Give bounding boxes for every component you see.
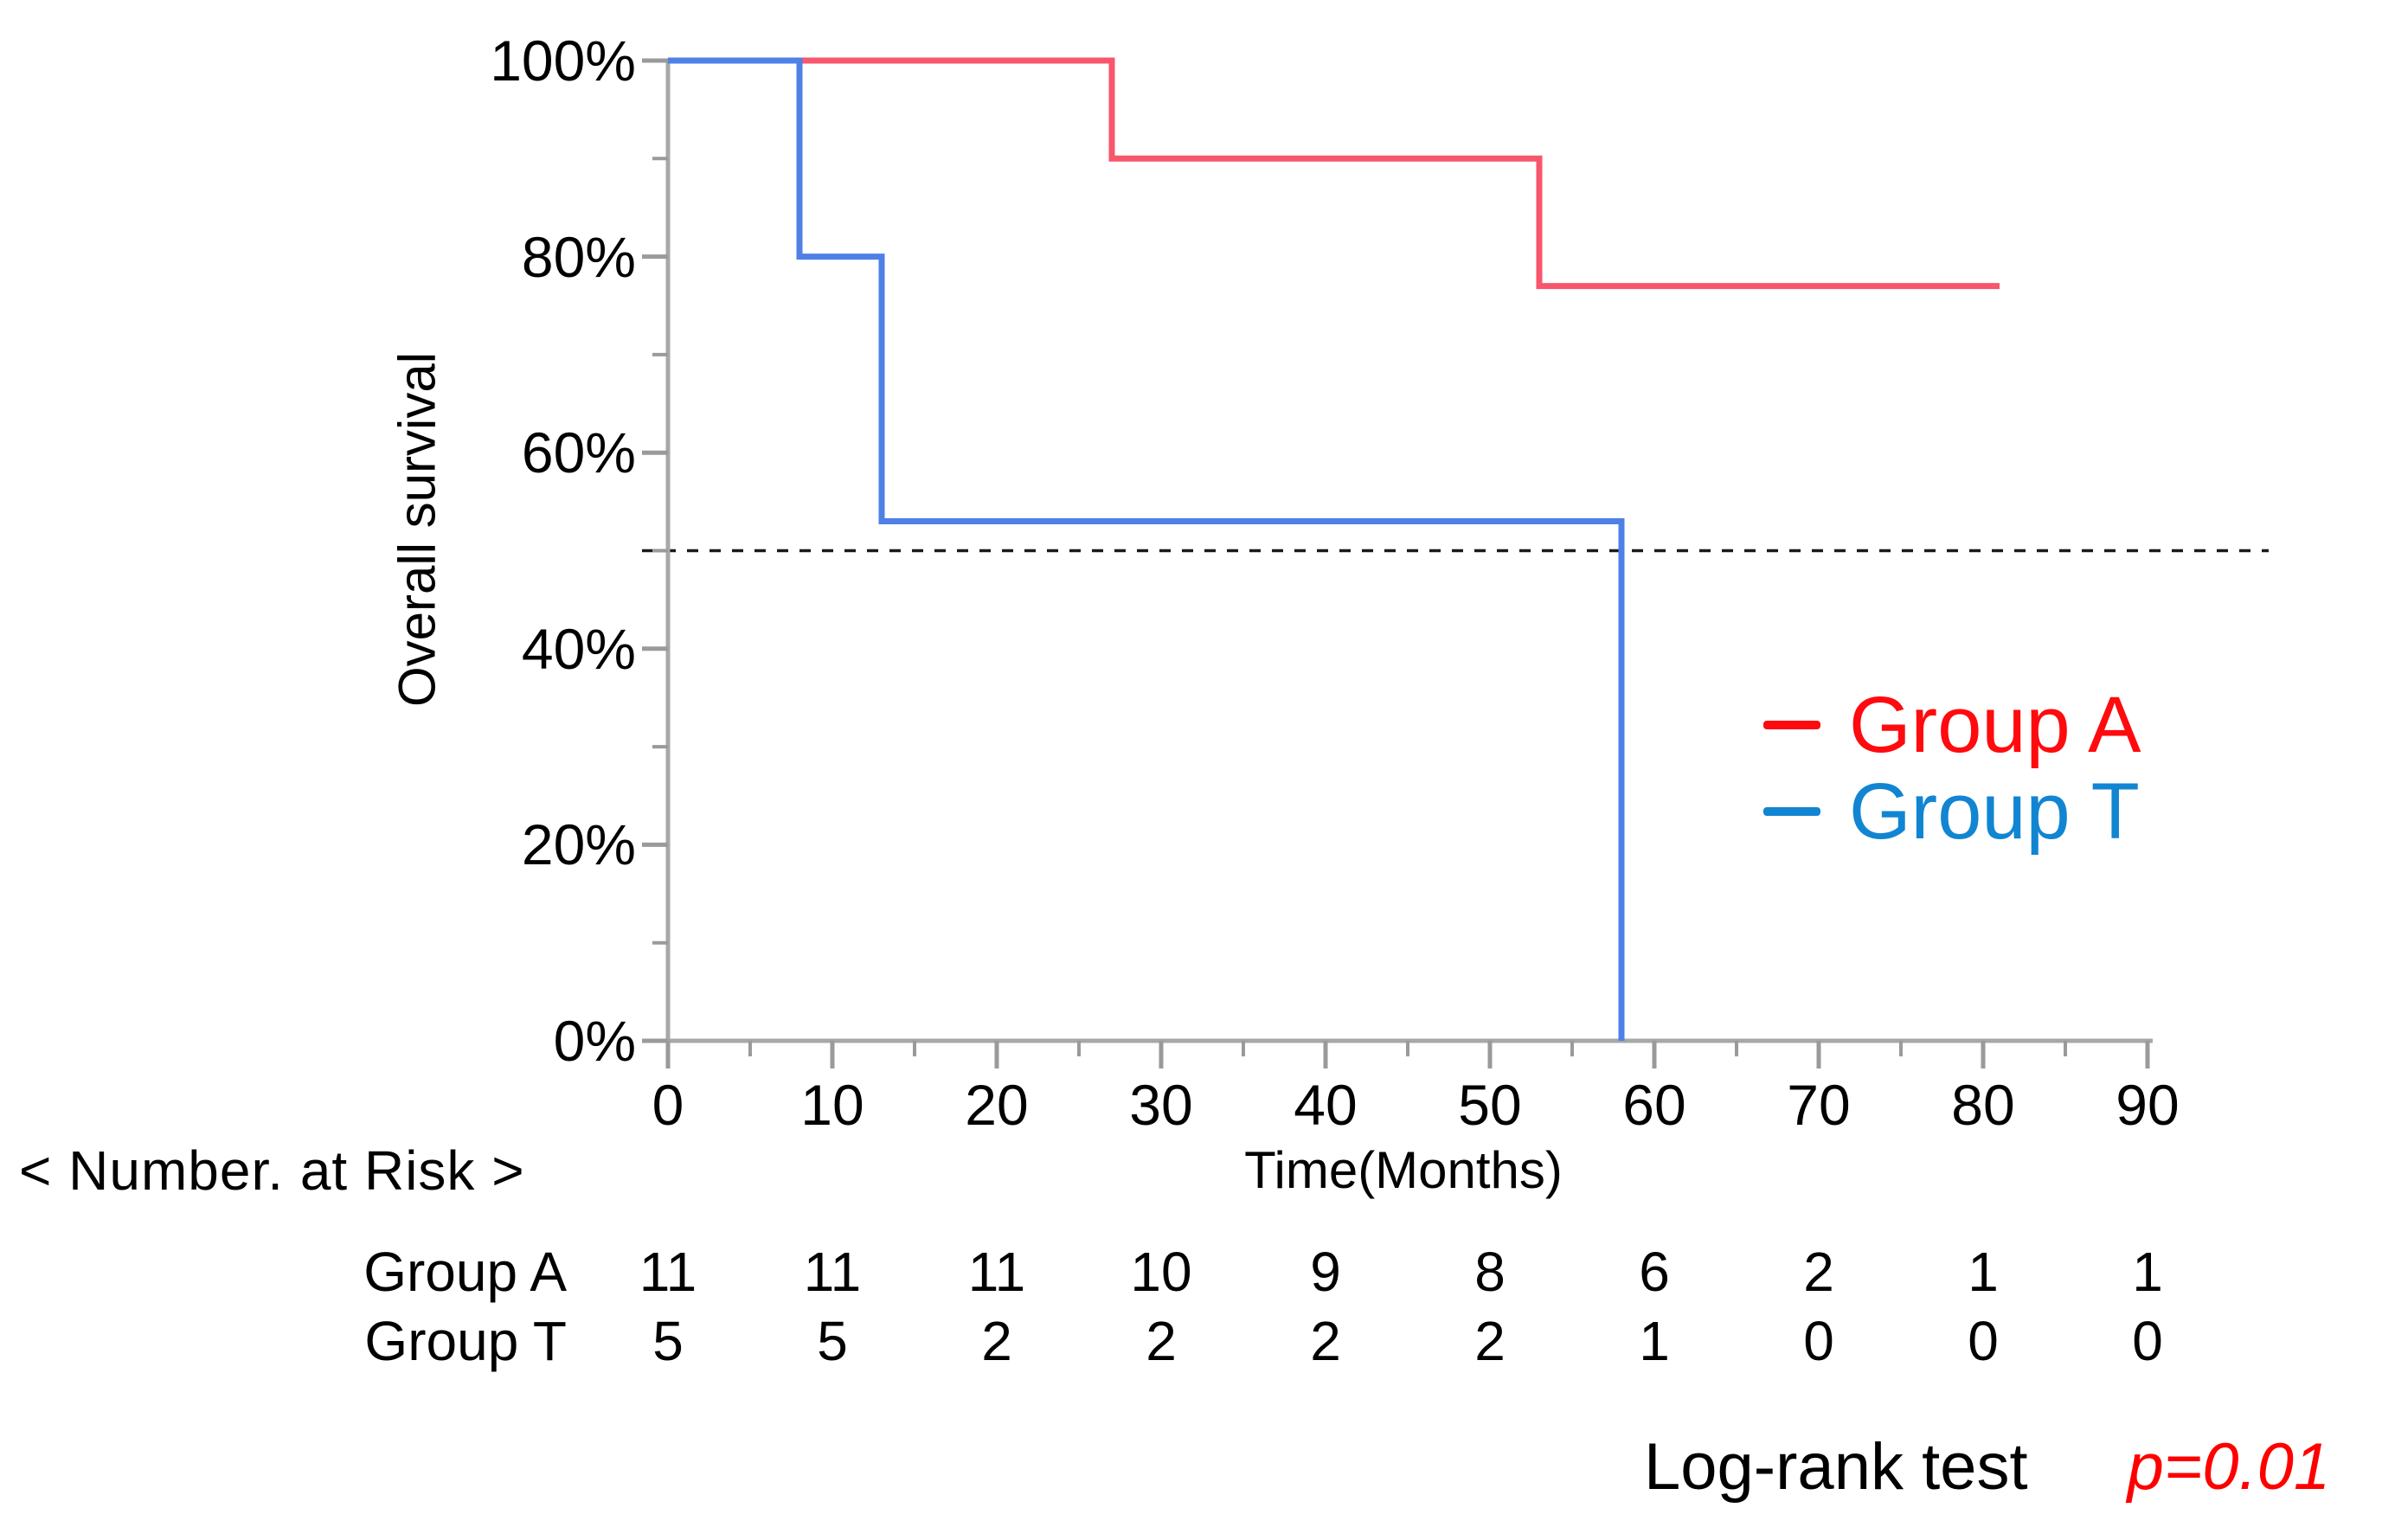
x-tick-label: 60 [1622,1073,1686,1137]
risk-row-group-a: 11 11 11 10 9 8 6 2 1 1 [586,1239,2230,1305]
x-tick-label: 30 [1129,1073,1193,1137]
risk-value: 5 [652,1310,684,1372]
stat-annotation: Log-rank test p=0.01 [1644,1429,2330,1505]
x-axis-title: Time(Months) [1244,1141,1563,1199]
risk-value: 9 [1310,1241,1341,1303]
legend-label-group-t: Group T [1849,767,2140,856]
x-tick-label: 70 [1787,1073,1851,1137]
x-tick-label: 90 [2116,1073,2180,1137]
risk-value: 0 [1803,1310,1834,1372]
risk-value: 11 [803,1241,862,1303]
risk-value: 2 [1310,1310,1341,1372]
blue-line-swatch-icon [1763,807,1820,816]
risk-row-group-t: 5 5 2 2 2 2 1 0 0 0 [586,1308,2230,1374]
km-curve-group-t [668,57,1625,1041]
number-at-risk-heading: < Number. at Risk > [19,1139,525,1202]
y-tick-label-0: 0% [553,1008,636,1073]
y-tick-label-80: 80% [521,224,636,289]
x-axis-tick-labels: 0 10 20 30 40 50 60 70 80 90 [586,1072,2230,1138]
y-tick-label-60: 60% [521,420,636,485]
risk-value: 6 [1639,1241,1670,1303]
risk-value: 11 [639,1241,697,1303]
x-tick-label: 40 [1294,1073,1358,1137]
p-value: p=0.01 [2127,1430,2331,1504]
risk-value: 2 [1474,1310,1506,1372]
legend-item-group-t: Group T [1763,770,2141,853]
risk-value: 1 [2132,1241,2163,1303]
risk-row-label-group-a: Group A [363,1241,567,1303]
logrank-test-label: Log-rank test [1644,1430,2028,1504]
risk-value: 11 [967,1241,1026,1303]
y-tick-label-40: 40% [521,616,636,681]
legend-label-group-a: Group A [1849,681,2141,769]
risk-value: 2 [981,1310,1012,1372]
red-line-swatch-icon [1763,721,1820,729]
y-axis-tick-labels: 100% 80% 60% 40% 20% 0% [363,28,636,1074]
risk-value: 1 [1968,1241,1999,1303]
y-tick-label-100: 100% [490,29,636,93]
legend: Group A Group T [1763,683,2141,853]
risk-value: 2 [1803,1241,1834,1303]
km-curve-group-a [668,57,2000,290]
risk-value: 8 [1474,1241,1506,1303]
risk-value: 2 [1146,1310,1177,1372]
risk-value: 1 [1639,1310,1670,1372]
x-tick-label: 0 [652,1073,684,1137]
risk-value: 0 [1968,1310,1999,1372]
x-tick-label: 50 [1458,1073,1522,1137]
risk-value: 10 [1130,1241,1192,1303]
risk-value: 0 [2132,1310,2163,1372]
x-tick-label: 80 [1951,1073,2015,1137]
y-tick-label-20: 20% [521,812,636,877]
risk-row-label-group-t: Group T [364,1310,567,1372]
x-tick-label: 20 [965,1073,1029,1137]
x-tick-label: 10 [800,1073,864,1137]
risk-value: 5 [817,1310,848,1372]
legend-item-group-a: Group A [1763,683,2141,767]
